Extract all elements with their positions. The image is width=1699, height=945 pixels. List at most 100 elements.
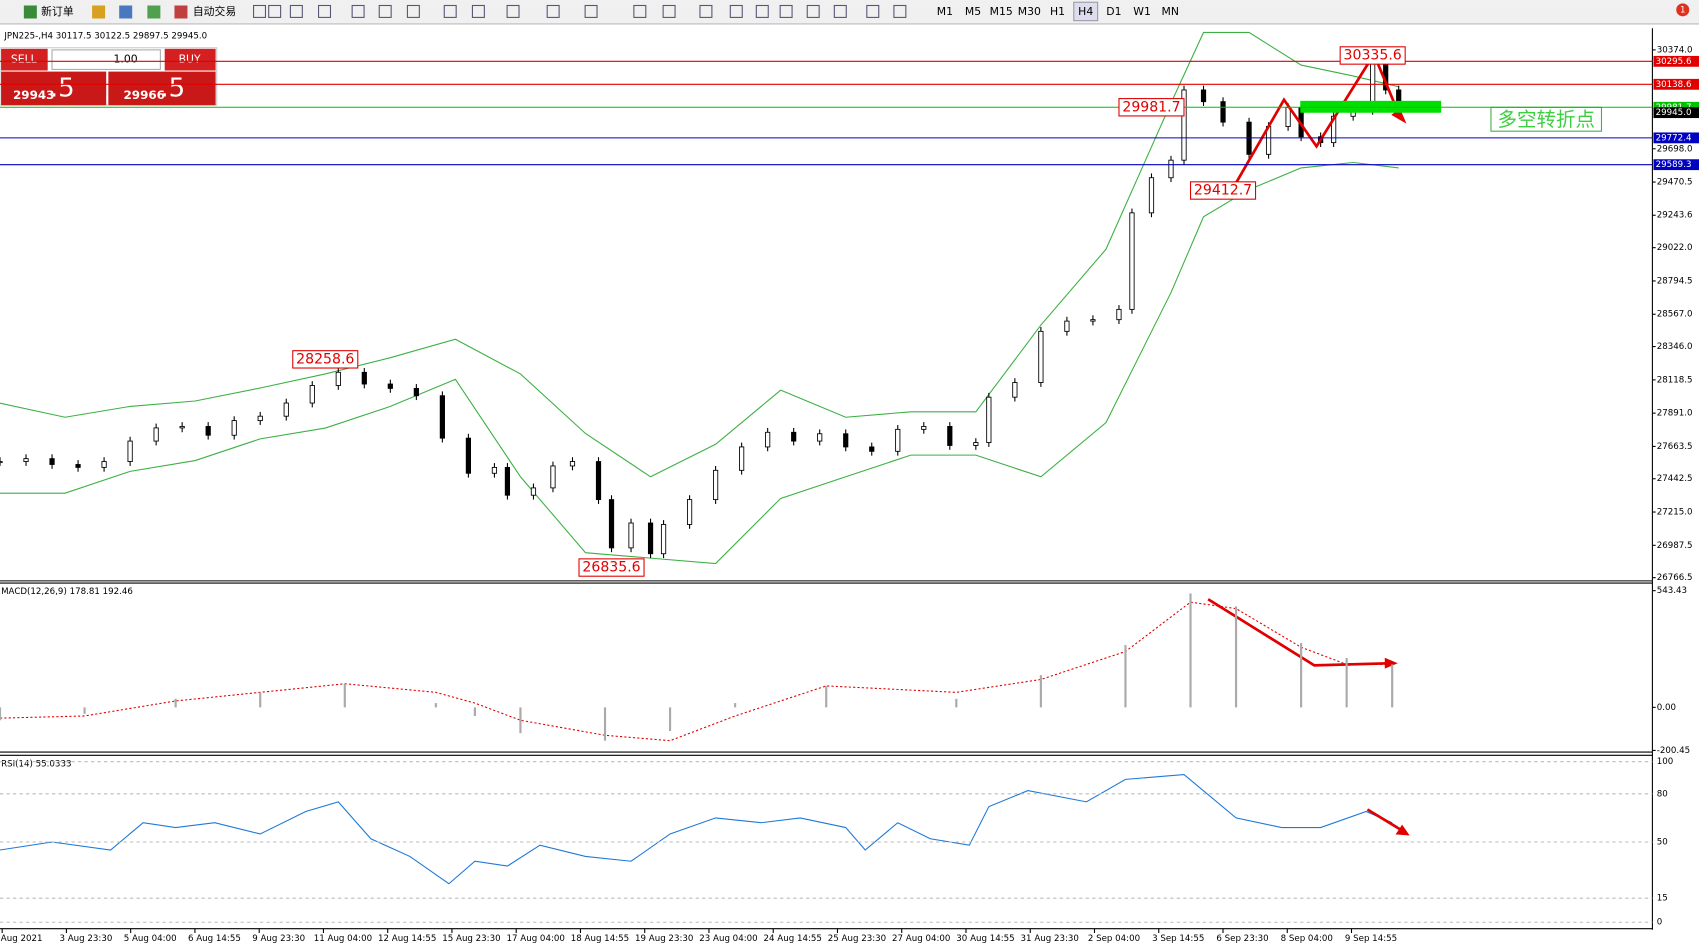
arrow-head (1395, 824, 1410, 836)
bid-box[interactable] (1, 71, 107, 106)
candle (947, 426, 953, 446)
timeframe[interactable]: M15 (990, 5, 1013, 18)
auto-trading[interactable]: 自动交易 (193, 4, 236, 18)
toolbar-icon[interactable] (92, 5, 106, 19)
tool-icon[interactable] (662, 4, 676, 18)
candle (504, 466, 511, 496)
candle (491, 466, 498, 474)
auto-trading-icon[interactable] (174, 5, 188, 19)
tool-icon[interactable] (268, 4, 282, 18)
candle (0, 461, 3, 464)
tool-icon[interactable] (406, 4, 420, 18)
timeframe[interactable]: MN (1162, 5, 1179, 18)
price-annotation-box (1118, 98, 1185, 117)
ask-tail[interactable]: .5 (160, 73, 185, 103)
lots[interactable]: 1.00 (113, 53, 137, 66)
tool-icon[interactable] (699, 4, 713, 18)
new-order[interactable]: 新订单 (41, 4, 74, 18)
candle (179, 426, 185, 429)
candle (1181, 89, 1187, 161)
timeframe[interactable]: H1 (1050, 5, 1065, 18)
candle (550, 465, 556, 489)
bid-tail[interactable]: .5 (50, 73, 75, 103)
macd-label: MACD(12,26,9) 178.81 192.46 (1, 587, 133, 597)
tool-icon[interactable] (289, 4, 303, 18)
candle (608, 499, 615, 549)
sell-label[interactable]: SELL (11, 53, 37, 66)
timeframe[interactable]: W1 (1133, 5, 1151, 18)
date-label: 18 Aug 14:55 (571, 934, 629, 944)
tool-icon[interactable] (318, 4, 332, 18)
candle (101, 461, 107, 468)
candle (895, 428, 901, 452)
tool-icon[interactable] (729, 4, 743, 18)
turning-point-label: 多空转折点 (1497, 108, 1595, 131)
tool-icon[interactable] (351, 4, 365, 18)
sell-button[interactable] (1, 48, 48, 71)
buy-label[interactable]: BUY (179, 53, 201, 66)
current-price: 29945.0 (1656, 108, 1692, 118)
price-annotation: 30335.6 (1344, 47, 1402, 63)
price-tick-label: 27215.0 (1657, 508, 1693, 518)
tool-icon[interactable] (471, 4, 485, 18)
timeframe[interactable]: M30 (1018, 5, 1041, 18)
tool-icon[interactable] (506, 4, 520, 18)
candle (387, 383, 393, 389)
candle (127, 440, 133, 462)
candle (1012, 382, 1018, 398)
price-tick-label: 29470.5 (1657, 178, 1693, 188)
candle (843, 433, 849, 448)
price-annotation-box (578, 558, 645, 577)
lots-input[interactable] (51, 49, 161, 70)
level-label: 29589.3 (1656, 160, 1692, 170)
tool-icon[interactable] (833, 4, 847, 18)
macd-tick-label: 543.43 (1657, 586, 1687, 596)
date-label: Aug 2021 (1, 934, 43, 944)
price-annotation: 28258.6 (296, 351, 354, 367)
tool-icon[interactable] (755, 4, 769, 18)
date-label: 31 Aug 23:30 (1021, 934, 1079, 944)
candle (413, 387, 419, 397)
candle (283, 402, 289, 417)
timeframe[interactable]: M5 (965, 5, 981, 18)
candle (739, 446, 745, 471)
new-order-icon[interactable] (23, 5, 37, 19)
main-panel (0, 31, 1402, 885)
timeframe[interactable]: M1 (937, 5, 953, 18)
candle (1200, 89, 1207, 103)
tool-icon[interactable] (866, 4, 880, 18)
timeframe[interactable]: H4 (1078, 5, 1093, 18)
macd-tick-label: -200.45 (1657, 746, 1690, 756)
toolbar-icon[interactable] (119, 5, 133, 19)
bollinger-lower (0, 161, 1399, 565)
candle (439, 395, 445, 439)
zigzag-arrow (1234, 51, 1403, 185)
price-annotation-box (292, 350, 359, 369)
toolbar-icon[interactable] (147, 5, 161, 19)
tool-icon[interactable] (806, 4, 820, 18)
ask-box[interactable] (108, 71, 216, 106)
tool-icons (253, 4, 907, 18)
rsi-tick-label: 50 (1657, 837, 1668, 847)
buy-button[interactable] (164, 48, 216, 71)
candle (569, 461, 576, 467)
macd-signal (0, 601, 1393, 742)
tool-icon[interactable] (893, 4, 907, 18)
timeframe[interactable]: D1 (1106, 5, 1121, 18)
tool-icon[interactable] (253, 4, 267, 18)
tool-icon[interactable] (546, 4, 560, 18)
candle (713, 469, 719, 501)
candle (1129, 212, 1135, 310)
date-label: 19 Aug 23:30 (635, 934, 693, 944)
bid-main[interactable]: 29943 (13, 88, 54, 102)
tool-icon[interactable] (584, 4, 598, 18)
tool-icon[interactable] (378, 4, 392, 18)
macd-tick-label: 0.00 (1657, 703, 1676, 713)
tool-icon[interactable] (779, 4, 793, 18)
tool-icon[interactable] (633, 4, 647, 18)
tool-icon[interactable] (443, 4, 457, 18)
candle (765, 431, 771, 448)
notification-badge[interactable] (1676, 3, 1690, 17)
date-label: 9 Sep 14:55 (1345, 934, 1397, 944)
ask-main[interactable]: 29966 (124, 88, 165, 102)
